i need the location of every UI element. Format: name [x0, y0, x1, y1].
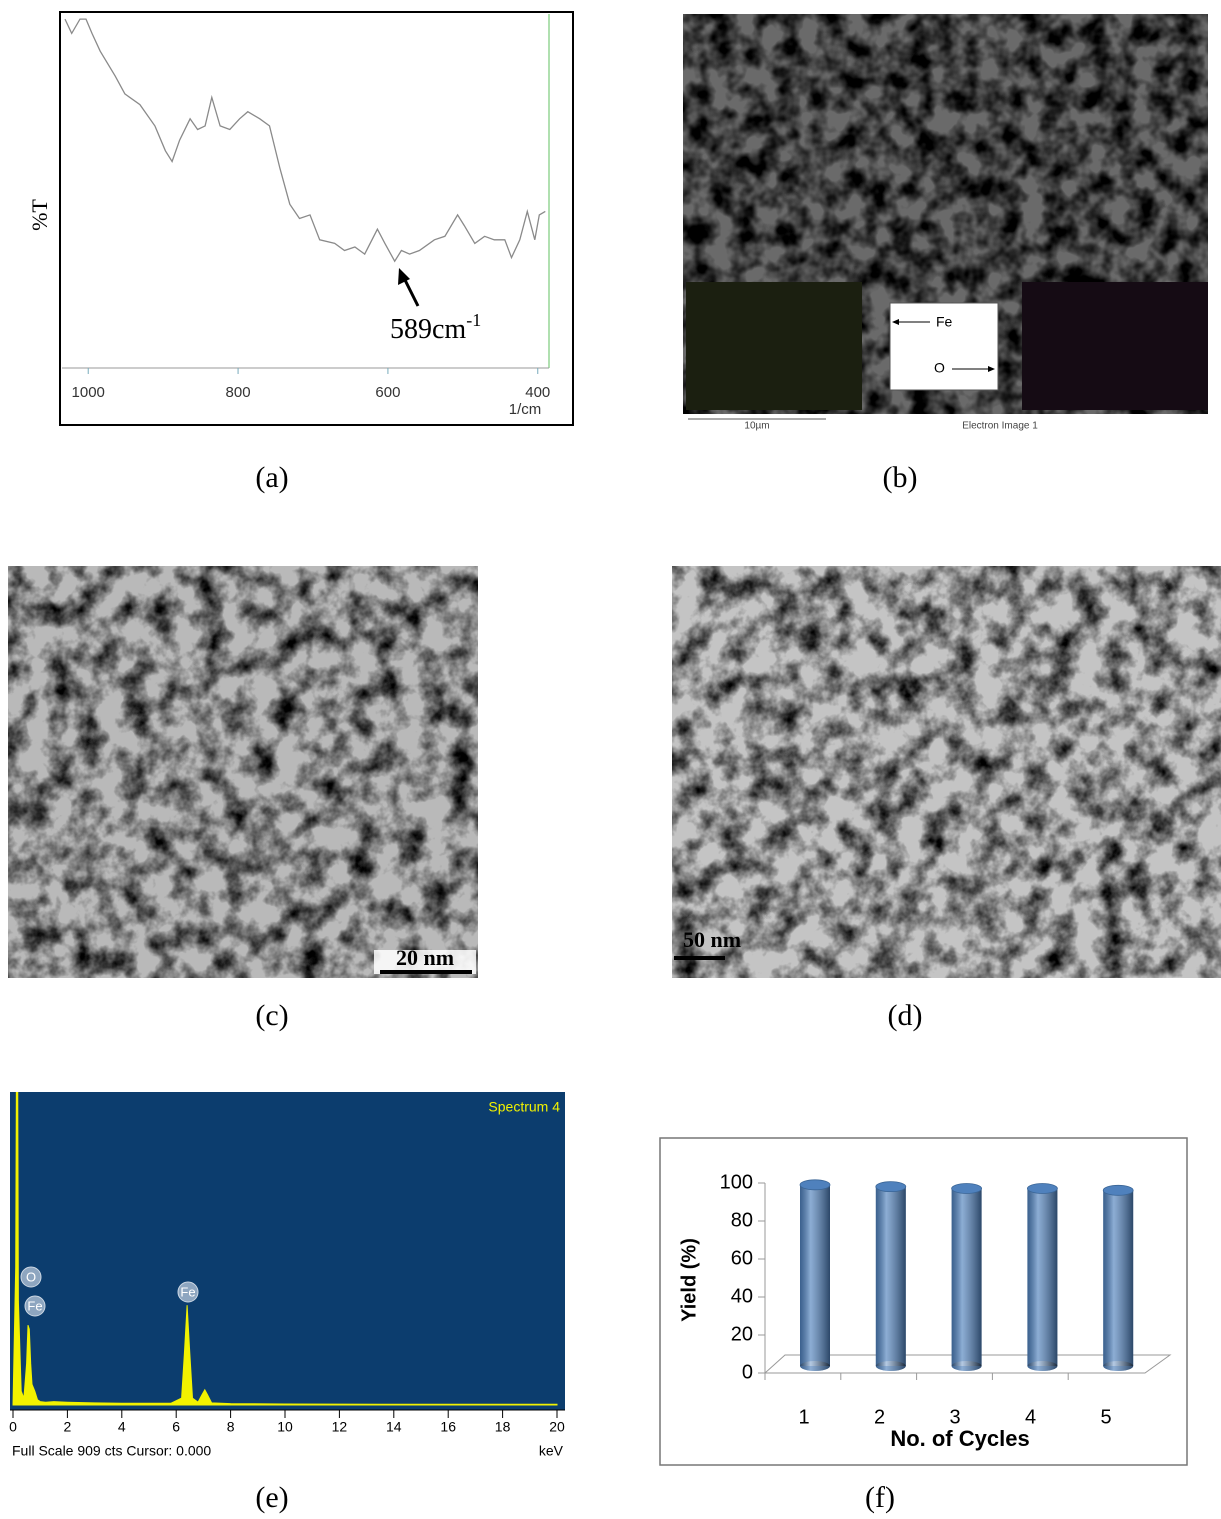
x-tick-label: 10: [277, 1419, 293, 1435]
y-tick-label: 100: [720, 1171, 753, 1193]
bar-top: [1027, 1183, 1057, 1193]
caption: (e): [255, 1481, 288, 1514]
page: {"captions": ["(a)", "(b)", "(c)", "(d)"…: [0, 0, 1221, 1519]
caption: (c): [255, 999, 288, 1032]
tem-texture: [672, 566, 1221, 978]
x-tick-label: 400: [525, 384, 550, 401]
x-tick-label: 2: [64, 1419, 72, 1435]
tem-texture: [8, 566, 478, 978]
o-label: O: [934, 360, 945, 376]
peak-label: Fe: [180, 1284, 195, 1299]
y-tick-label: 0: [742, 1361, 753, 1383]
x-tick-label: 6: [172, 1419, 180, 1435]
bar-top: [1103, 1185, 1133, 1195]
eds-footer: Full Scale 909 cts Cursor: 0.000: [12, 1443, 211, 1459]
x-tick-label: 3: [949, 1406, 960, 1428]
bar-bottom-shade: [1103, 1361, 1133, 1371]
scale-bar-label: 10µm: [744, 421, 769, 432]
caption: (a): [255, 461, 288, 494]
image-label: Electron Image 1: [962, 421, 1038, 432]
bar-bottom-shade: [1027, 1361, 1057, 1371]
peak-label: O: [26, 1269, 36, 1284]
x-tick-label: 5: [1100, 1406, 1111, 1428]
bar-bottom-shade: [876, 1361, 906, 1371]
bar-top: [876, 1182, 906, 1192]
y-tick-label: 80: [731, 1209, 753, 1231]
bar-shade: [876, 1187, 906, 1366]
bar-top: [952, 1183, 982, 1193]
panel-a-frame: [60, 12, 573, 425]
x-tick-label: 600: [375, 384, 400, 401]
y-tick-label: 20: [731, 1323, 753, 1345]
bar-shade: [1027, 1188, 1057, 1366]
fe-map: [686, 282, 862, 410]
figure: 589cm-1 %T 1/cm Fe O 10µm Electron Image…: [0, 0, 1221, 1519]
o-map: [1022, 282, 1208, 410]
fe-label: Fe: [936, 314, 953, 330]
x-tick-label: 0: [9, 1419, 17, 1435]
bar-bottom-shade: [800, 1361, 830, 1371]
x-axis-label: keV: [539, 1443, 564, 1459]
y-tick-label: 60: [731, 1247, 753, 1269]
x-tick-label: 1000: [72, 384, 105, 401]
x-tick-label: 4: [118, 1419, 126, 1435]
x-tick-label: 800: [226, 384, 251, 401]
bar-shade: [800, 1185, 830, 1366]
x-tick-label: 14: [386, 1419, 402, 1435]
bar-top: [800, 1180, 830, 1190]
x-tick-label: 20: [549, 1419, 565, 1435]
scale-bar-label: 20 nm: [396, 945, 454, 970]
x-tick-label: 16: [440, 1419, 456, 1435]
bar-shade: [952, 1188, 982, 1366]
y-axis-label: %T: [27, 199, 52, 231]
x-tick-label: 8: [227, 1419, 235, 1435]
peak-label: Fe: [27, 1298, 42, 1313]
bar-bottom-shade: [952, 1361, 982, 1371]
x-tick-label: 18: [495, 1419, 511, 1435]
x-axis-label: 1/cm: [509, 401, 542, 418]
x-tick-label: 2: [874, 1406, 885, 1428]
annotation-text: 589cm: [390, 314, 466, 345]
caption: (b): [883, 461, 918, 494]
annotation-sup: -1: [466, 310, 481, 330]
x-tick-label: 12: [332, 1419, 348, 1435]
y-tick-label: 40: [731, 1285, 753, 1307]
y-axis-label: Yield (%): [678, 1238, 700, 1322]
eds-title: Spectrum 4: [488, 1099, 560, 1115]
x-tick-label: 4: [1025, 1406, 1036, 1428]
caption: (d): [888, 999, 923, 1032]
bar-shade: [1103, 1190, 1133, 1366]
eds-plot: [10, 1092, 565, 1410]
scale-bar-label: 50 nm: [683, 927, 741, 952]
caption: (f): [865, 1481, 895, 1514]
x-tick-label: 1: [798, 1406, 809, 1428]
x-axis-label: No. of Cycles: [890, 1426, 1029, 1451]
